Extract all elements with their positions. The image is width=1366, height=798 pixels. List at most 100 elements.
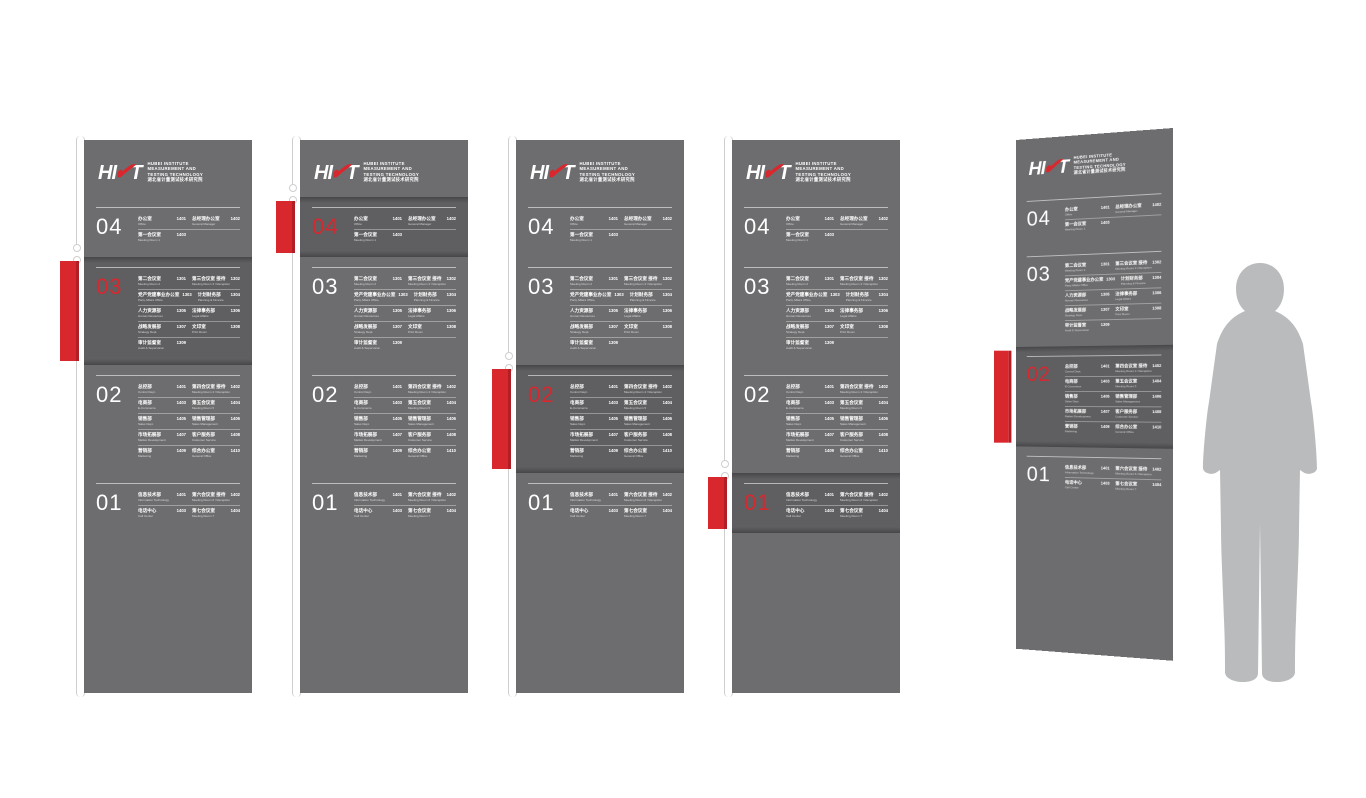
room-number: 1303 — [1106, 276, 1115, 281]
directory-row: 人力资源部1305Human Resources法律事务部1306Legal A… — [354, 306, 456, 322]
directory-row: 党产党建事业办公室1303Party Affairs Office计划财务部13… — [138, 290, 240, 306]
room-name-en: Information Technology — [786, 498, 834, 502]
room-number: 1302 — [879, 276, 888, 281]
directory-cell: 战略发展部1307Strategy Dept. — [138, 324, 186, 334]
directory-cell: 综合办公室1410General Office — [840, 448, 888, 458]
room-number: 1407 — [1101, 409, 1110, 414]
logo-mark: HI✔T — [314, 158, 358, 185]
directory-cell: 第七会议室1404Meeting Room 7 — [192, 508, 240, 518]
room-number: 1406 — [1152, 394, 1161, 399]
room-number: 1401 — [825, 216, 834, 221]
room-number: 1403 — [393, 508, 402, 513]
directory-cell: 第一会议室1403Meeting Room 1 — [570, 232, 618, 242]
directory-cell — [840, 232, 888, 242]
room-number: 1302 — [231, 276, 240, 281]
directory-cell: 第三会议室 接待1302Meeting Room 3 / Reception — [624, 276, 672, 286]
directory-cell: 市场拓展部1407Market Development — [570, 432, 618, 442]
directory-row: 电话中心1403Call Center第七会议室1404Meeting Room… — [354, 506, 456, 521]
directory-row: 电商部1403E-Commerce第五会议室1404Meeting Room 5 — [1065, 377, 1161, 392]
floor-number: 03 — [528, 274, 562, 300]
floor-body: 第二会议室1301Meeting Room 2第三会议室 接待1302Meeti… — [786, 274, 888, 353]
floor-body: 信息技术部1401Information Technology第六会议室 接待1… — [1065, 463, 1161, 495]
floor-section: 03第二会议室1301Meeting Room 2第三会议室 接待1302Mee… — [732, 257, 900, 365]
room-number: 1309 — [825, 340, 834, 345]
directory-cell: 电话中心1403Call Center — [138, 508, 186, 518]
room-number: 1309 — [1101, 322, 1110, 327]
directory-cell: 电话中心1403Call Center — [354, 508, 402, 518]
room-name-en: Meeting Room 2 — [1065, 267, 1110, 272]
directory-cell: 销售部1405Sales Dept. — [138, 416, 186, 426]
room-name-en: Sales Dept. — [138, 422, 186, 426]
room-number: 1401 — [177, 384, 186, 389]
room-name-en: Planning & Finance — [846, 298, 888, 302]
directory-cell: 党产党建事业办公室1303Party Affairs Office — [354, 292, 408, 302]
room-name-en: Print Room — [624, 330, 672, 334]
directory-cell: 法律事务部1306Legal Affairs — [624, 308, 672, 318]
room-name-en: Customer Service — [1115, 415, 1161, 419]
directory-cell: 信息技术部1401Information Technology — [570, 492, 618, 502]
directory-cell — [1115, 217, 1161, 229]
floor-body: 第二会议室1301Meeting Room 2第三会议室 接待1302Meeti… — [138, 274, 240, 353]
directory-cell: 客户服务部1408Customer Service — [624, 432, 672, 442]
room-number: 1405 — [1101, 394, 1110, 399]
room-name-en: Meeting Room 1 — [1065, 226, 1110, 232]
logo-sub-line: MEASUREMENT AND — [364, 166, 420, 171]
directory-cell: 综合办公室1410General Office — [1115, 424, 1161, 434]
room-name-en: Marketing — [786, 454, 834, 458]
directory-cell: 第一会议室1403Meeting Room 1 — [1065, 220, 1110, 232]
directory-row: 人力资源部1305Human Resources法律事务部1306Legal A… — [786, 306, 888, 322]
room-name-en: Party Affairs Office — [138, 298, 192, 302]
directory-cell: 第四会议室 接待1402Meeting Room 4 / Reception — [1115, 363, 1161, 373]
room-number: 1410 — [447, 448, 456, 453]
room-name-en: Control Dept. — [1065, 369, 1110, 373]
floor-number: 04 — [96, 214, 130, 240]
room-name-en: Customer Service — [192, 438, 240, 442]
directory-row: 办公室1401Office总经理办公室1402General Manager — [570, 214, 672, 230]
directory-cell: 党产党建事业办公室1303Party Affairs Office — [786, 292, 840, 302]
directory-cell: 法律事务部1306Legal Affairs — [840, 308, 888, 318]
room-name-en: Meeting Room 2 — [570, 282, 618, 286]
room-number: 1403 — [609, 508, 618, 513]
room-number: 1405 — [393, 416, 402, 421]
room-name-en: Human Resources — [138, 314, 186, 318]
directory-cell: 第五会议室1404Meeting Room 5 — [192, 400, 240, 410]
directory-cell: 第二会议室1301Meeting Room 2 — [138, 276, 186, 286]
room-number: 1407 — [177, 432, 186, 437]
room-name-en: Call Center — [1065, 485, 1110, 490]
logo-mark: HI✔T — [746, 158, 790, 185]
room-number: 1409 — [177, 448, 186, 453]
room-name-en: Meeting Room 2 — [138, 282, 186, 286]
floor-number: 01 — [744, 490, 778, 516]
directory-cell: 党产党建事业办公室1303Party Affairs Office — [138, 292, 192, 302]
directory-row: 战略发展部1307Strategy Dept.文印室1308Print Room — [570, 322, 672, 338]
room-number: 1406 — [447, 416, 456, 421]
directory-cell: 第一会议室1403Meeting Room 1 — [786, 232, 834, 242]
directory-cell: 电商部1403E-Commerce — [354, 400, 402, 410]
directory-cell: 第四会议室 接待1402Meeting Room 4 / Reception — [192, 384, 240, 394]
room-number: 1407 — [609, 432, 618, 437]
room-number: 1403 — [393, 232, 402, 237]
logo-sub-line: 湖北省计量测试技术研究院 — [364, 177, 420, 182]
room-number: 1404 — [663, 508, 672, 513]
directory-cell: 法律事务部1306Legal Affairs — [1115, 290, 1161, 301]
floor-section: 02总控部1401Control Dept.第四会议室 接待1402Meetin… — [1016, 345, 1173, 449]
room-name-en: Meeting Room 3 / Reception — [624, 282, 672, 286]
room-name-en: Strategy Dept. — [354, 330, 402, 334]
room-name-en: Market Development — [1065, 414, 1110, 418]
room-name-en: Print Room — [192, 330, 240, 334]
room-number: 1401 — [393, 492, 402, 497]
room-name-en: Print Room — [1115, 311, 1161, 316]
room-number: 1406 — [663, 416, 672, 421]
floor-section: 04办公室1401Office总经理办公室1402General Manager… — [300, 197, 468, 257]
room-number: 1402 — [447, 384, 456, 389]
logo-block: HI✔THUBEI INSTITUTEMEASUREMENT ANDTESTIN… — [300, 140, 468, 197]
floor-number: 04 — [1027, 206, 1058, 232]
room-name-en: Meeting Room 2 — [354, 282, 402, 286]
floor-number: 03 — [1027, 262, 1058, 287]
room-name-en: Customer Service — [624, 438, 672, 442]
directory-row: 电话中心1403Call Center第七会议室1404Meeting Room… — [1065, 478, 1161, 495]
directory-cell: 办公室1401Office — [138, 216, 186, 226]
room-name-en: General Office — [408, 454, 456, 458]
room-number: 1301 — [825, 276, 834, 281]
room-name-en: Meeting Room 7 — [840, 514, 888, 518]
